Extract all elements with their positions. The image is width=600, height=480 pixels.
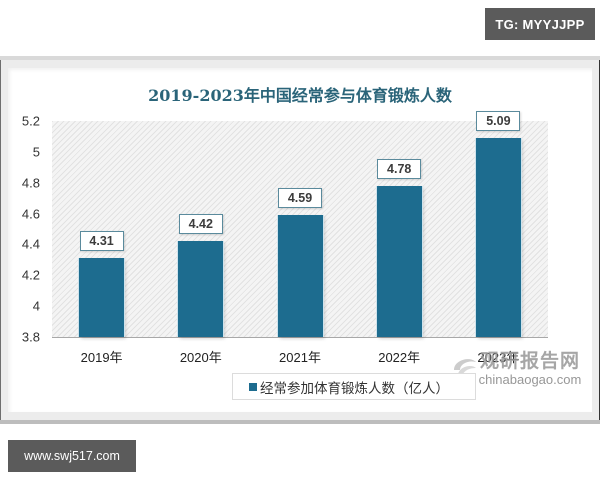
legend-swatch-icon [249, 382, 257, 391]
x-tick-label: 2023年 [477, 350, 520, 365]
y-tick-label: 5.2 [21, 113, 40, 129]
legend-label: 经常参加体育锻炼人数（亿人） [260, 380, 449, 397]
bar-2020 [178, 241, 224, 337]
bar-value-label: 4.78 [377, 158, 422, 179]
y-tick-label: 4 [32, 298, 40, 314]
y-tick-label: 4.6 [21, 206, 40, 222]
y-tick-label: 3.8 [21, 329, 40, 345]
bar-2022 [376, 185, 422, 337]
x-tick-label: 2021年 [279, 350, 321, 365]
x-tick-label: 2019年 [80, 350, 123, 365]
y-tick-label: 4.4 [21, 236, 40, 252]
frame-top-strip [0, 56, 600, 61]
chart-title: 2019-2023年中国经常参与体育锻炼人数 [148, 86, 452, 105]
bar-value-label: 4.42 [178, 214, 223, 235]
y-tick-label: 4.2 [21, 267, 40, 283]
bar-2021 [277, 215, 323, 337]
bar-2023 [475, 137, 521, 337]
x-tick-label: 2020年 [179, 350, 222, 365]
watermark-top: TG: MYYJJPP [485, 8, 595, 40]
x-tick-label: 2022年 [378, 350, 421, 365]
bar-2019 [79, 258, 125, 337]
bar-value-label: 4.31 [79, 231, 124, 252]
frame-bottom-strip [0, 420, 600, 424]
bar-value-label: 5.09 [476, 110, 521, 131]
x-axis-line [52, 337, 548, 338]
watermark-bottom: www.swj517.com [8, 440, 136, 472]
bar-value-label: 4.59 [278, 188, 322, 209]
y-tick-label: 4.8 [21, 175, 40, 191]
y-tick-label: 5 [32, 144, 40, 160]
chart-legend: 经常参加体育锻炼人数（亿人） [232, 373, 476, 400]
